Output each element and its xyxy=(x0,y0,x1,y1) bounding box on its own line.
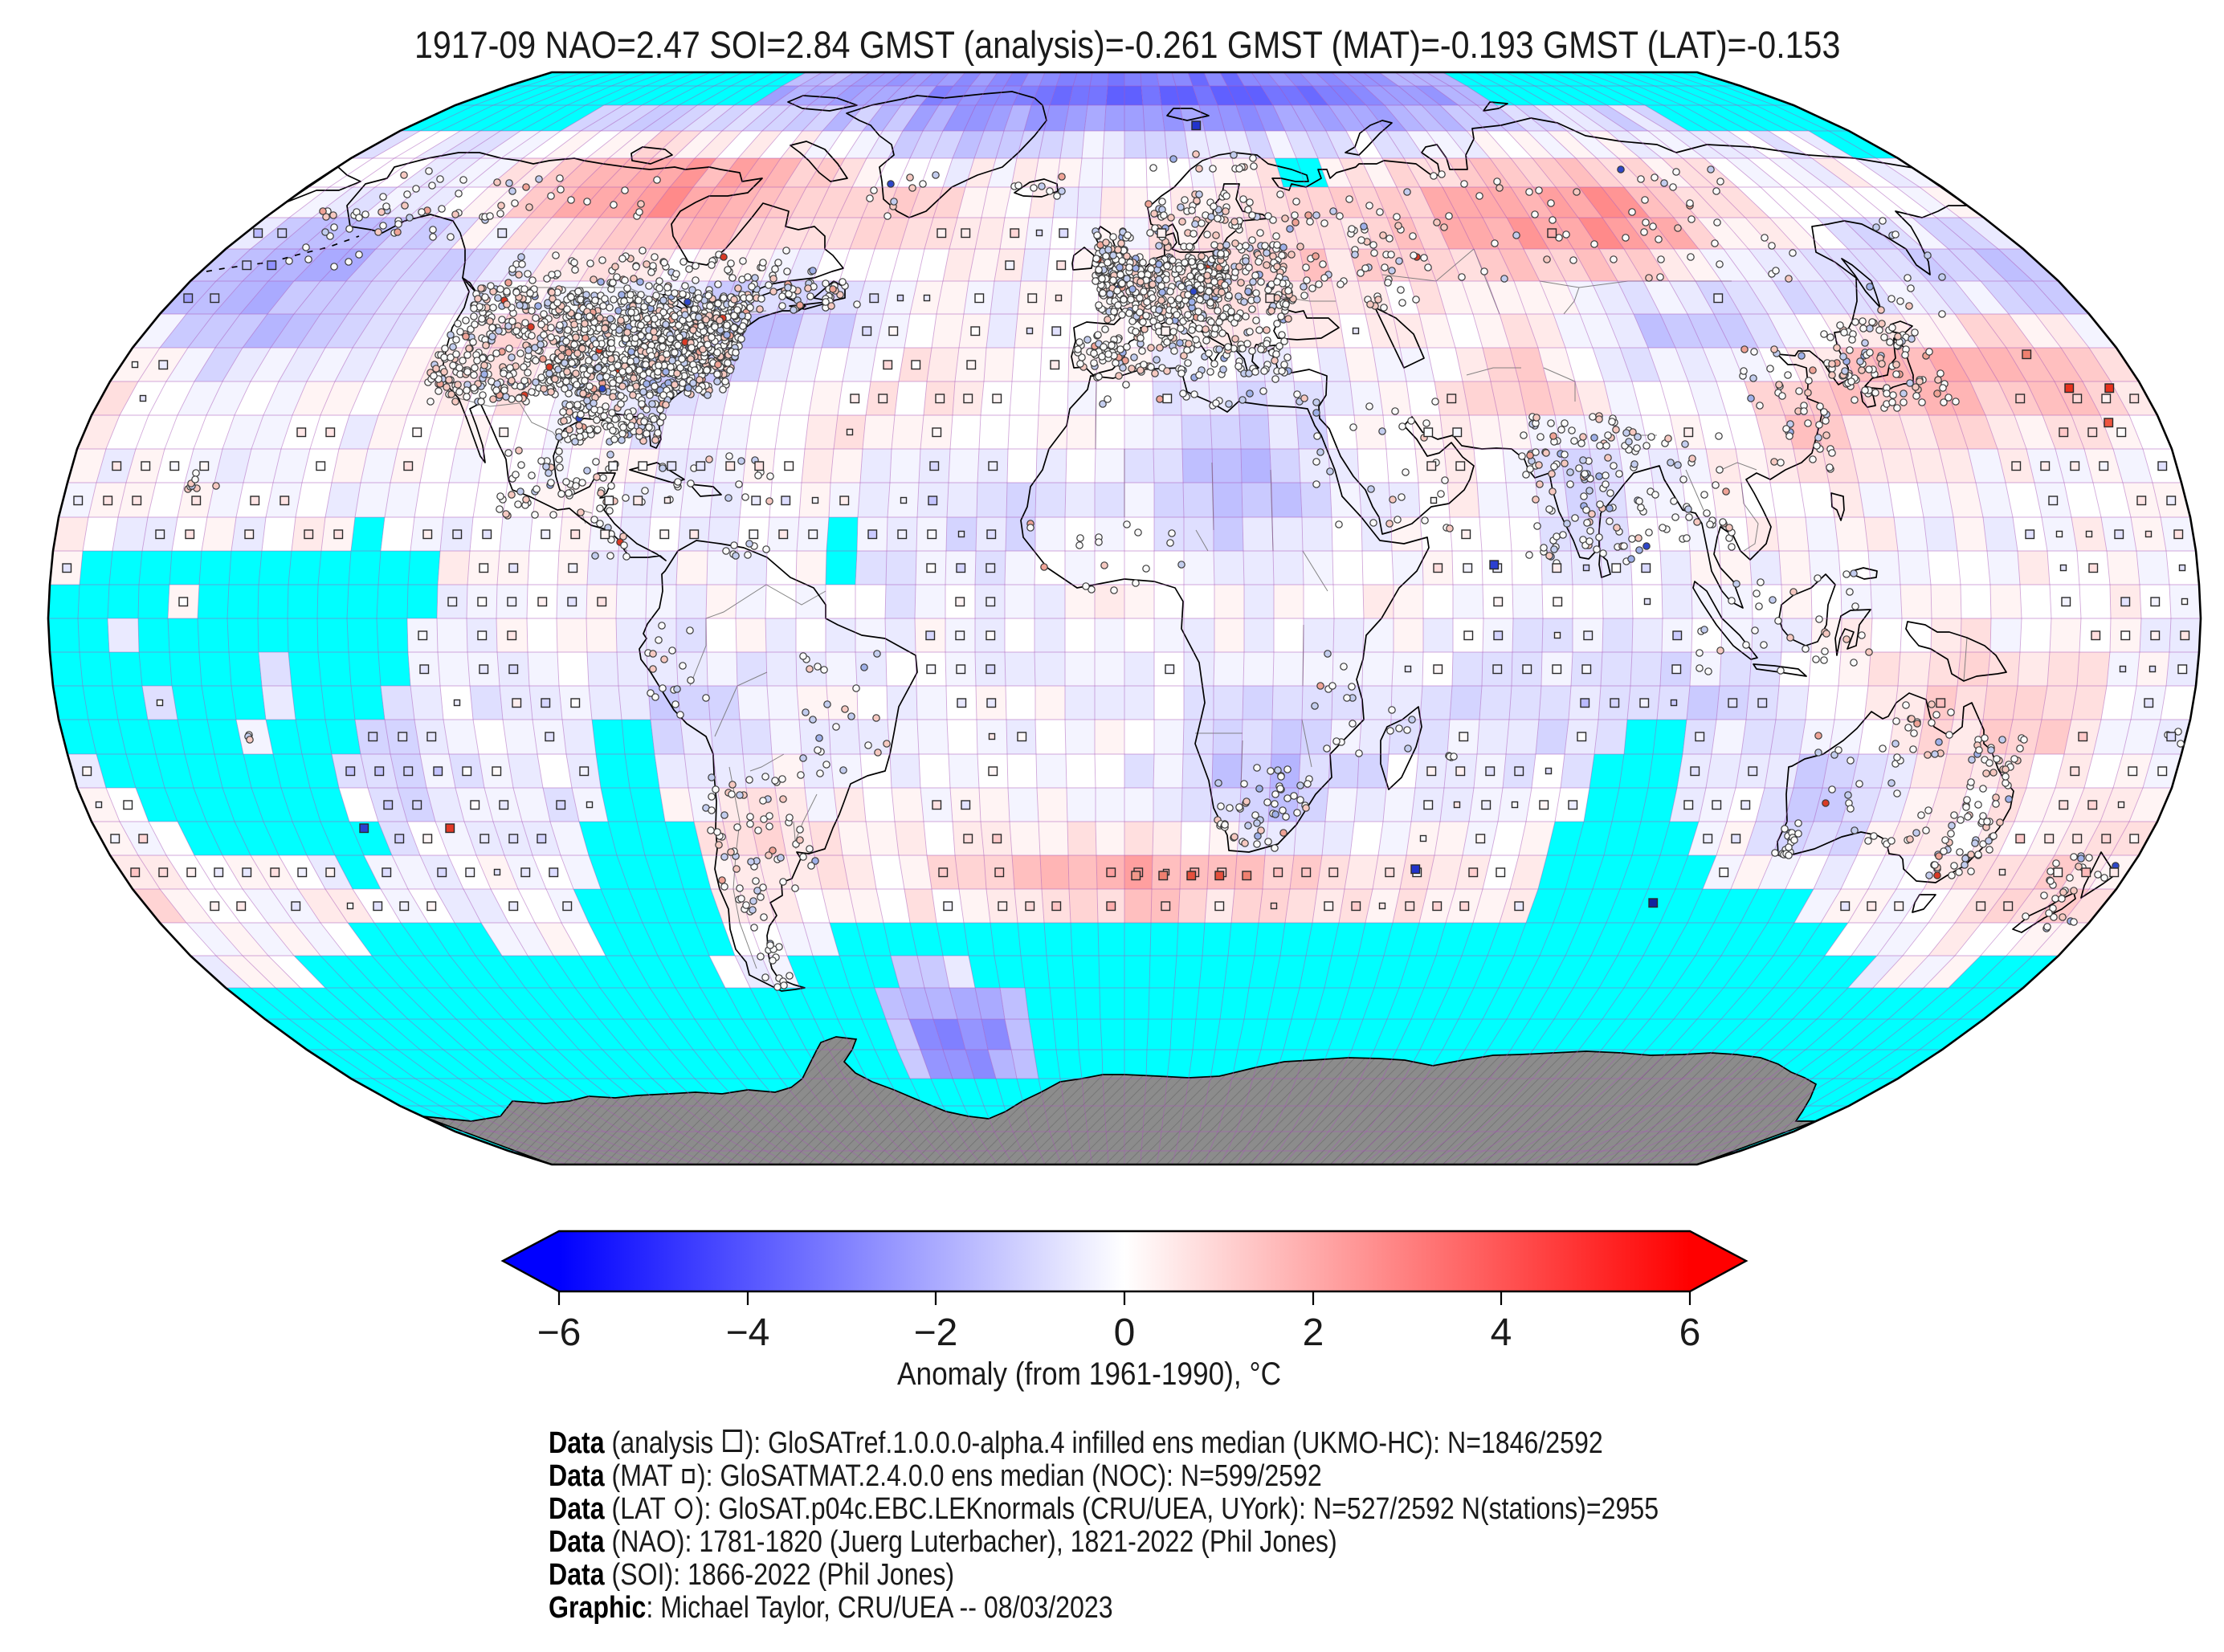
svg-text:0: 0 xyxy=(1114,1311,1136,1354)
svg-text:2: 2 xyxy=(1303,1311,1324,1354)
svg-text:−2: −2 xyxy=(914,1311,958,1354)
svg-text:4: 4 xyxy=(1491,1311,1512,1354)
svg-text:−4: −4 xyxy=(726,1311,770,1354)
svg-text:Anomaly (from 1961-1990), °C: Anomaly (from 1961-1990), °C xyxy=(897,1356,1281,1392)
svg-text:6: 6 xyxy=(1679,1311,1701,1354)
svg-text:−6: −6 xyxy=(537,1311,582,1354)
